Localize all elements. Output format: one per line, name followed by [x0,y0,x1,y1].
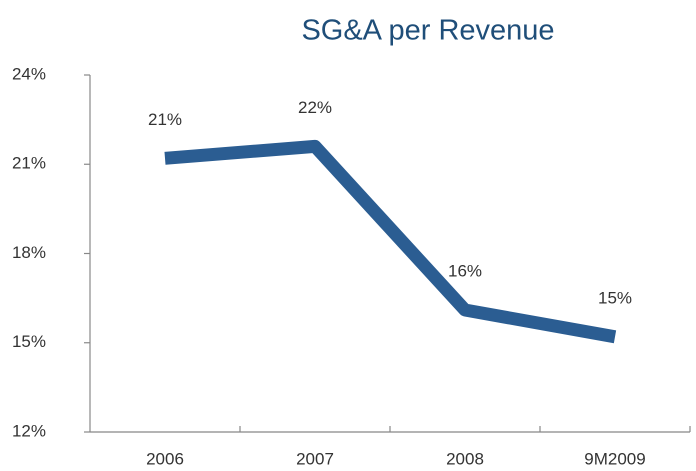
chart-title: SG&A per Revenue [301,15,554,47]
y-tick-label: 12% [12,421,46,440]
x-tick-label: 2008 [446,449,484,468]
x-tick-label: 2007 [296,449,334,468]
x-tick-label: 2006 [146,449,184,468]
y-tick-label: 15% [12,332,46,351]
line [164,139,617,344]
data-label: 15% [598,288,632,307]
data-label: 16% [448,262,482,281]
x-tick-label: 9M2009 [584,449,645,468]
y-tick-label: 18% [12,243,46,262]
y-tick-label: 24% [12,64,46,83]
data-label: 22% [298,98,332,117]
y-tick-label: 21% [12,154,46,173]
data-label: 21% [148,110,182,129]
